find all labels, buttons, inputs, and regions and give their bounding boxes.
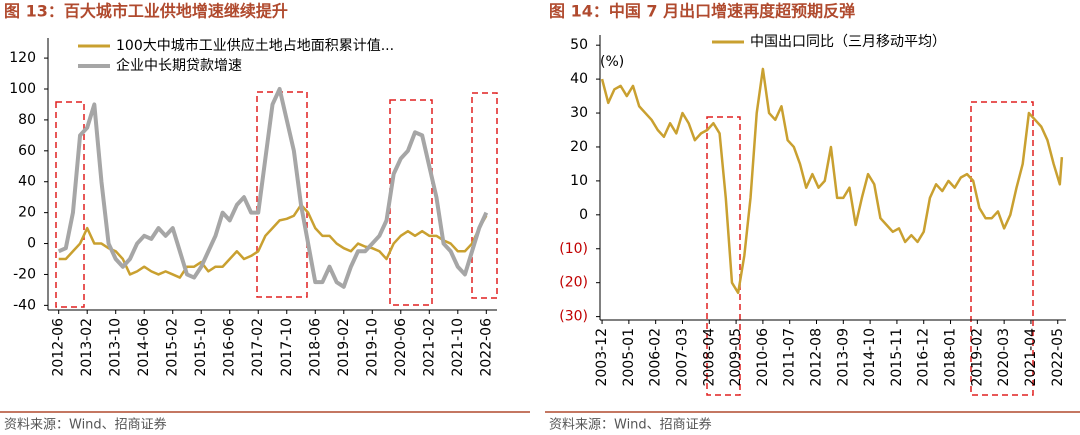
- x-tick-label: 2015-02: [165, 318, 181, 377]
- x-tick-label: 2010-06: [755, 328, 771, 387]
- x-tick-label: 2017-10: [279, 318, 295, 377]
- x-tick-label: 2018-01: [943, 328, 959, 387]
- x-tick-label: 2017-02: [250, 318, 266, 377]
- x-tick-label: 2014-06: [136, 318, 152, 377]
- series-line: [600, 67, 1064, 295]
- x-tick-label: 2012-06: [51, 318, 67, 377]
- x-tick-label: 2022-06: [478, 318, 494, 377]
- x-tick-label: 2015-10: [193, 318, 209, 377]
- series-line: [57, 87, 489, 289]
- highlight-box: [970, 101, 1034, 396]
- y-tick-label: 20: [18, 205, 36, 221]
- y-tick-label: (30): [559, 309, 588, 325]
- x-tick-label: 2016-12: [916, 328, 932, 387]
- y-tick-label: 30: [570, 105, 588, 121]
- source: 资料来源：Wind、招商证券: [549, 417, 712, 433]
- series-line: [58, 203, 488, 279]
- x-tick-label: 2020-06: [393, 318, 409, 377]
- x-tick-label: 2012-08: [809, 328, 825, 387]
- y-tick-label: 40: [18, 174, 36, 190]
- y-tick-label: 40: [570, 71, 588, 87]
- x-tick-label: 2008-04: [701, 328, 717, 387]
- x-tick-label: 2013-09: [835, 328, 851, 387]
- x-tick-label: 2021-02: [421, 318, 437, 377]
- legend-label: 100大中城市工业供应土地占地面积累计值...: [116, 37, 394, 54]
- x-tick-label: 2009-05: [728, 328, 744, 387]
- y-tick-label: 120: [9, 50, 36, 66]
- x-tick-label: 2021-04: [1023, 328, 1039, 387]
- x-tick-label: 2019-10: [364, 318, 380, 377]
- legend-label: 企业中长期贷款增速: [116, 57, 242, 74]
- y-tick-label: 0: [27, 236, 36, 252]
- y-tick-label: 10: [570, 173, 588, 189]
- highlight-box: [471, 92, 498, 299]
- x-tick-label: 2016-06: [222, 318, 238, 377]
- y-tick-label: 0: [579, 207, 588, 223]
- x-tick-label: 2007-03: [674, 328, 690, 387]
- y-axis-label: (%): [600, 54, 624, 70]
- x-tick-label: 2013-10: [108, 318, 124, 377]
- highlight-box: [55, 101, 85, 308]
- x-tick-label: 2022-05: [1050, 328, 1066, 387]
- y-tick-label: (10): [559, 241, 588, 257]
- x-tick-label: 2021-10: [450, 318, 466, 377]
- chart-title: 图 14：中国 7 月出口增速再度超预期反弹: [549, 2, 855, 21]
- y-tick-label: (20): [559, 275, 588, 291]
- x-tick-label: 2013-02: [79, 318, 95, 377]
- highlight-box: [706, 116, 741, 396]
- x-tick-label: 2005-01: [621, 328, 637, 387]
- chart-title: 图 13：百大城市工业供地增速继续提升: [4, 2, 288, 21]
- legend-label: 中国出口同比（三月移动平均）: [750, 34, 946, 50]
- x-tick-label: 2018-06: [307, 318, 323, 377]
- x-tick-label: 2019-02: [336, 318, 352, 377]
- x-tick-label: 2015-11: [889, 328, 905, 387]
- y-tick-label: 50: [570, 37, 588, 53]
- x-tick-label: 2014-10: [862, 328, 878, 387]
- y-tick-label: 100: [9, 81, 36, 97]
- x-tick-label: 2003-12: [594, 328, 610, 387]
- source: 资料来源：Wind、招商证券: [4, 417, 167, 433]
- y-tick-label: -40: [13, 297, 36, 313]
- y-tick-label: -20: [13, 266, 36, 282]
- y-tick-label: 80: [18, 112, 36, 128]
- x-tick-label: 2006-02: [648, 328, 664, 387]
- x-tick-label: 2019-02: [969, 328, 985, 387]
- y-tick-label: 20: [570, 139, 588, 155]
- y-tick-label: 60: [18, 143, 36, 159]
- highlight-box: [389, 99, 433, 306]
- x-tick-label: 2020-03: [996, 328, 1012, 387]
- x-tick-label: 2011-07: [782, 328, 798, 387]
